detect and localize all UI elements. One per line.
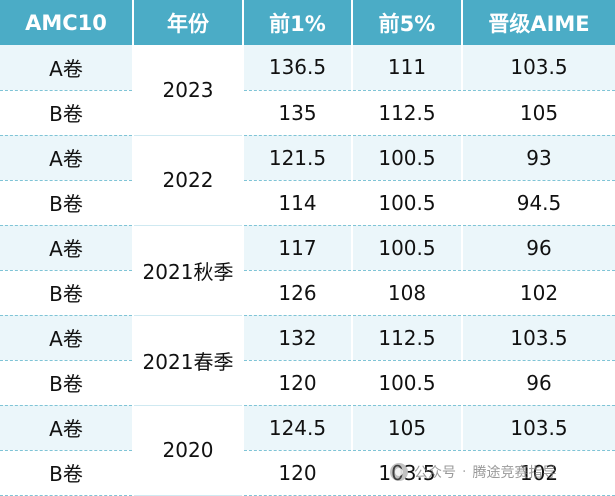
top5-cell: 105 xyxy=(352,405,463,451)
paper-cell: B卷 xyxy=(0,180,134,226)
year-cell: 2022 xyxy=(133,135,244,226)
paper-cell: B卷 xyxy=(0,270,134,316)
aime-cell: 94.5 xyxy=(462,180,615,226)
top1-cell: 120 xyxy=(243,450,353,496)
year-cell: 2021春季 xyxy=(133,315,244,406)
table-row: A卷 2023 136.5 111 103.5 xyxy=(0,45,615,136)
top5-cell: 112.5 xyxy=(352,90,463,136)
top5-cell: 112.5 xyxy=(352,315,463,361)
top1-cell: 136.5 xyxy=(243,45,353,91)
paper-cell: A卷 xyxy=(0,225,134,271)
aime-cell: 102 xyxy=(462,270,615,316)
paper-cell: A卷 xyxy=(0,405,134,451)
aime-cell: 96 xyxy=(462,360,615,406)
top1-cell: 135 xyxy=(243,90,353,136)
paper-cell: B卷 xyxy=(0,360,134,406)
top5-cell: 100.5 xyxy=(352,180,463,226)
header-aime: 晋级AIME xyxy=(462,0,615,45)
paper-cell: A卷 xyxy=(0,135,134,181)
header-amc10: AMC10 xyxy=(0,0,134,45)
top1-cell: 117 xyxy=(243,225,353,271)
table-row: A卷 2021秋季 117 100.5 96 xyxy=(0,225,615,316)
table-row: A卷 2021春季 132 112.5 103.5 xyxy=(0,315,615,406)
paper-cell: A卷 xyxy=(0,315,134,361)
table-row: B卷 120 103.5 102 xyxy=(0,450,615,496)
aime-cell: 102 xyxy=(462,450,615,496)
year-cell: 2021秋季 xyxy=(133,225,244,316)
paper-cell: B卷 xyxy=(0,450,134,496)
top1-cell: 124.5 xyxy=(243,405,353,451)
aime-cell: 93 xyxy=(462,135,615,181)
paper-cell: B卷 xyxy=(0,90,134,136)
header-year: 年份 xyxy=(133,0,244,45)
year-cell: 2023 xyxy=(133,45,244,136)
top1-cell: 114 xyxy=(243,180,353,226)
header-top5: 前5% xyxy=(352,0,463,45)
table-row: B卷 114 100.5 94.5 xyxy=(0,180,615,226)
table-row: B卷 135 112.5 105 xyxy=(0,90,615,136)
table-row: A卷 2022 121.5 100.5 93 xyxy=(0,135,615,226)
top5-cell: 108 xyxy=(352,270,463,316)
top5-cell: 100.5 xyxy=(352,135,463,181)
table-row: B卷 126 108 102 xyxy=(0,270,615,316)
aime-cell: 103.5 xyxy=(462,405,615,451)
aime-cell: 103.5 xyxy=(462,315,615,361)
aime-cell: 105 xyxy=(462,90,615,136)
top5-cell: 100.5 xyxy=(352,360,463,406)
top5-cell: 100.5 xyxy=(352,225,463,271)
year-cell: 2020 xyxy=(133,405,244,496)
top5-cell: 103.5 xyxy=(352,450,463,496)
top1-cell: 126 xyxy=(243,270,353,316)
aime-cell: 103.5 xyxy=(462,45,615,91)
table-row: A卷 2020 124.5 105 103.5 xyxy=(0,405,615,496)
top1-cell: 132 xyxy=(243,315,353,361)
aime-cell: 96 xyxy=(462,225,615,271)
table-row: B卷 120 100.5 96 xyxy=(0,360,615,406)
top5-cell: 111 xyxy=(352,45,463,91)
top1-cell: 120 xyxy=(243,360,353,406)
paper-cell: A卷 xyxy=(0,45,134,91)
header-top1: 前1% xyxy=(243,0,353,45)
header-row: AMC10 年份 前1% 前5% 晋级AIME xyxy=(0,0,615,45)
top1-cell: 121.5 xyxy=(243,135,353,181)
